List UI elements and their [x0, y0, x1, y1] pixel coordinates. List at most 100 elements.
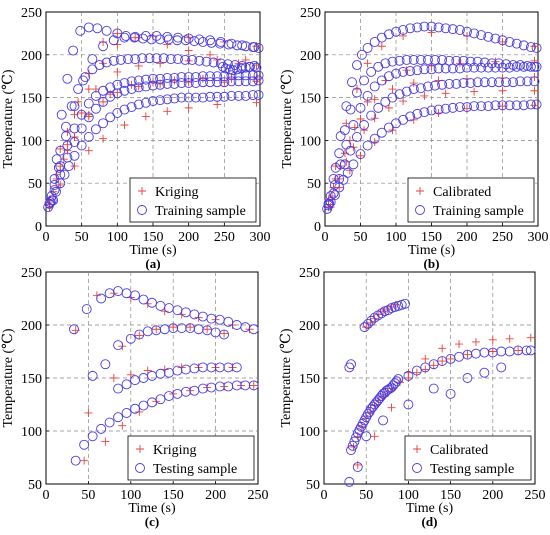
- data-point-circle: [119, 78, 130, 88]
- data-point-circle: [451, 55, 462, 66]
- data-point-circle: [381, 385, 392, 396]
- data-point-plus: [135, 331, 144, 340]
- data-point-circle: [61, 131, 71, 142]
- data-point-circle: [96, 293, 107, 304]
- data-point-circle: [501, 59, 511, 70]
- data-point-circle: [115, 54, 126, 65]
- data-point-plus: [113, 29, 122, 38]
- y-axis-label-a: Temperature (℃): [1, 69, 16, 168]
- data-point-plus: [370, 432, 379, 441]
- data-point-circle: [247, 90, 258, 100]
- data-point-circle: [347, 77, 357, 88]
- data-point-circle: [369, 133, 380, 144]
- data-point-circle: [62, 73, 73, 84]
- data-point-circle: [415, 54, 426, 65]
- legend-marker: [136, 445, 144, 453]
- y-tick-label-a: 100: [21, 134, 42, 149]
- data-point-plus: [152, 325, 161, 334]
- data-point-circle: [183, 92, 194, 103]
- data-point-circle: [483, 101, 494, 112]
- data-point-circle: [341, 139, 352, 150]
- data-point-plus: [163, 107, 172, 116]
- data-point-circle: [469, 28, 480, 39]
- legend-box-b: [407, 177, 535, 223]
- data-point-circle: [69, 101, 80, 112]
- data-point-circle: [240, 76, 251, 87]
- data-point-circle: [362, 140, 373, 151]
- data-point-circle: [176, 323, 187, 334]
- data-point-circle: [330, 162, 341, 173]
- x-tick-label-c: 200: [205, 488, 226, 503]
- data-point-circle: [335, 159, 346, 170]
- legend-a: Kriging Training sample: [129, 177, 257, 223]
- data-point-circle: [479, 347, 490, 358]
- data-point-circle: [231, 362, 242, 373]
- data-point-circle: [83, 112, 94, 123]
- data-point-plus: [377, 42, 386, 51]
- y-tick-label-d: 100: [299, 425, 320, 440]
- data-point-circle: [169, 72, 180, 83]
- data-point-circle: [419, 21, 430, 32]
- data-point-circle: [465, 56, 476, 67]
- data-point-plus: [184, 56, 193, 65]
- data-point-circle: [205, 35, 216, 46]
- data-point-circle: [444, 78, 455, 89]
- data-point-plus: [169, 323, 178, 332]
- data-point-circle: [497, 35, 508, 46]
- data-point-circle: [352, 87, 362, 98]
- data-point-circle: [483, 31, 494, 42]
- data-point-plus: [420, 91, 429, 100]
- data-point-circle: [253, 90, 264, 100]
- data-point-plus: [141, 112, 150, 121]
- data-point-plus: [113, 67, 122, 76]
- panel-b: 0 50 100 150 200 250 300 0 50 100 150 200 250 Calibra…: [280, 6, 549, 271]
- data-point-circle: [465, 78, 476, 88]
- legend-marker: [135, 463, 145, 473]
- data-point-circle: [148, 73, 158, 84]
- data-point-plus: [206, 50, 215, 59]
- legend-label: Training sample: [433, 204, 524, 219]
- data-point-circle: [376, 127, 387, 138]
- data-point-plus: [427, 28, 436, 37]
- data-point-circle: [113, 340, 124, 351]
- data-point-circle: [349, 436, 360, 447]
- y-tick-label-c: 150: [21, 372, 42, 387]
- data-point-plus: [120, 120, 129, 129]
- data-point-circle: [197, 92, 208, 103]
- x-tick-label-a: 150: [143, 230, 164, 245]
- data-point-plus: [118, 421, 127, 430]
- data-point-circle: [428, 359, 439, 370]
- data-point-circle: [405, 23, 416, 34]
- data-point-plus: [399, 97, 408, 106]
- data-point-circle: [81, 304, 92, 315]
- data-point-circle: [525, 345, 536, 356]
- data-point-circle: [112, 79, 123, 90]
- data-point-circle: [447, 24, 458, 35]
- x-tick-label-d: 150: [440, 488, 461, 503]
- data-point-circle: [440, 23, 451, 34]
- panel-d: 0 50 100 150 200 25050100150200250CalibratedT…: [279, 266, 546, 529]
- data-point-circle: [140, 81, 151, 92]
- data-point-circle: [383, 305, 394, 316]
- y-tick-label-a: 150: [21, 92, 42, 107]
- data-point-circle: [412, 22, 423, 33]
- data-point-circle: [529, 76, 540, 87]
- data-point-plus: [80, 456, 89, 465]
- data-point-circle: [123, 54, 133, 65]
- data-point-circle: [401, 54, 412, 65]
- data-point-circle: [223, 316, 234, 327]
- data-point-circle: [334, 148, 345, 159]
- data-point-circle: [168, 323, 179, 334]
- data-point-circle: [376, 75, 387, 86]
- data-point-circle: [78, 75, 89, 86]
- data-point-circle: [253, 43, 264, 53]
- data-point-circle: [511, 38, 522, 49]
- data-point-circle: [447, 102, 458, 113]
- data-point-circle: [90, 103, 101, 114]
- data-point-plus: [363, 97, 372, 106]
- data-point-circle: [352, 132, 362, 142]
- data-point-circle: [352, 462, 363, 472]
- data-point-circle: [383, 29, 394, 40]
- data-point-circle: [525, 42, 536, 53]
- data-point-plus: [463, 350, 472, 359]
